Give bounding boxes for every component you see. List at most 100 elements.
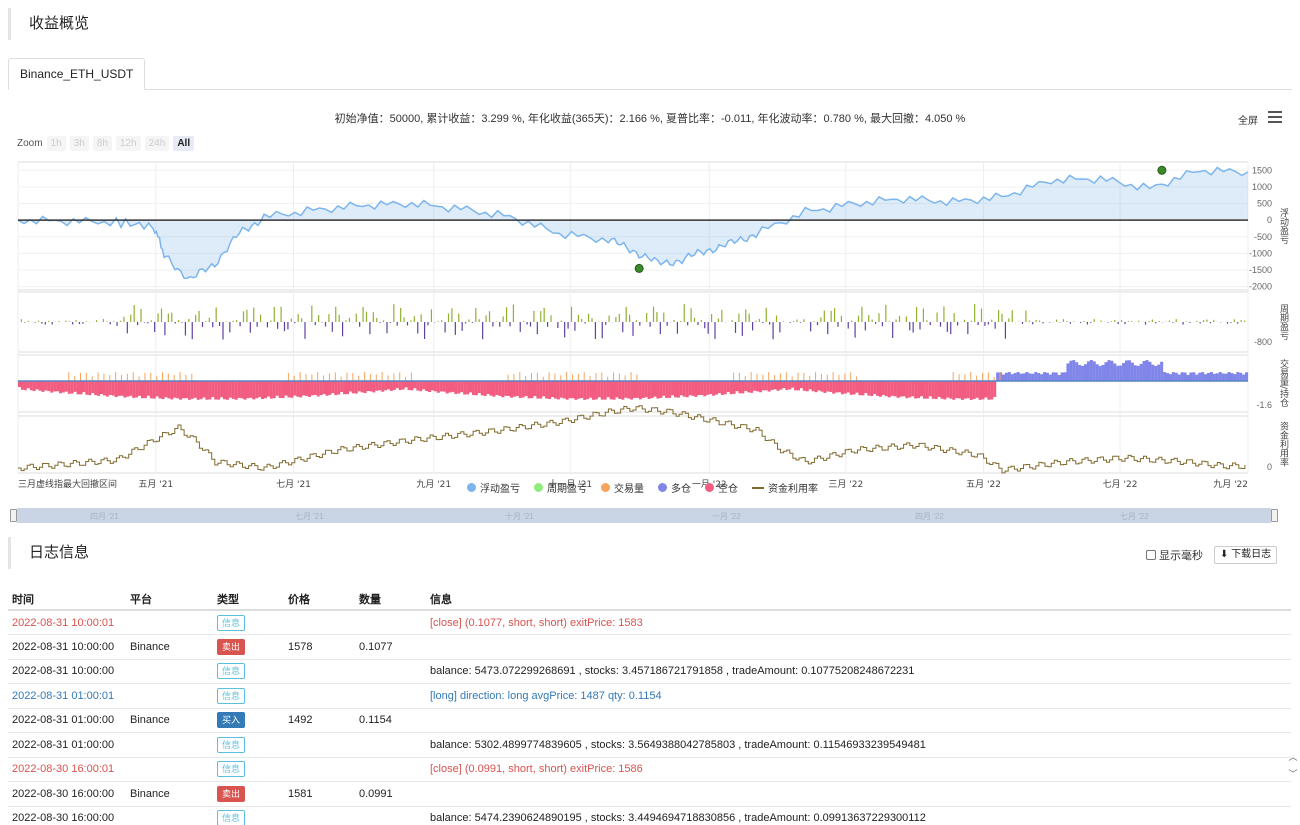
short-position-bar: [457, 381, 461, 394]
short-position-bar: [641, 381, 645, 399]
zoom-24h-button[interactable]: 24h: [144, 135, 170, 151]
short-position-bar: [73, 381, 77, 392]
short-position-bar: [389, 381, 393, 391]
short-position-bar: [240, 381, 244, 399]
short-position-bar: [738, 381, 742, 394]
navigator-right-handle[interactable]: [1271, 509, 1278, 522]
short-position-bar: [94, 381, 98, 396]
short-position-bar: [79, 381, 83, 395]
long-position-bar: [1060, 372, 1064, 381]
legend-item-util[interactable]: 资金利用率: [752, 480, 818, 495]
type-badge: 信息: [217, 663, 246, 680]
log-time: 2022-08-30 16:00:00: [8, 781, 126, 807]
log-price: [284, 732, 355, 758]
type-badge: 信息: [217, 687, 246, 704]
short-position-bar: [149, 381, 153, 399]
short-position-bar: [395, 381, 399, 389]
log-type: 信息: [213, 806, 284, 825]
short-position-bar: [679, 381, 683, 396]
download-log-button[interactable]: ⬇ 下载日志: [1214, 546, 1278, 564]
zoom-12h-button[interactable]: 12h: [115, 135, 141, 151]
short-position-bar: [451, 381, 455, 392]
long-position-bar: [1051, 372, 1055, 381]
navigator-label: 七月 '22: [1120, 512, 1149, 521]
short-position-bar: [785, 381, 789, 390]
tab-binance-eth-usdt[interactable]: Binance_ETH_USDT: [8, 58, 146, 90]
log-row: 2022-08-30 16:00:00 Binance 卖出 1581 0.0991: [8, 781, 1291, 807]
long-position-bar: [1037, 373, 1041, 381]
short-position-bar: [551, 381, 554, 398]
log-info: [close] (0.1077, short, short) exitPrice…: [426, 610, 1291, 635]
log-section-title: 日志信息: [8, 537, 89, 569]
short-position-bar: [770, 381, 774, 391]
short-position-bar: [987, 381, 991, 400]
short-position-bar: [360, 381, 364, 393]
short-position-bar: [237, 381, 241, 398]
long-position-bar: [1133, 365, 1137, 381]
short-position-bar: [378, 381, 382, 391]
zoom-all-button[interactable]: All: [173, 135, 195, 151]
navigator-track[interactable]: [17, 508, 1271, 523]
short-position-bar: [114, 381, 118, 398]
short-position-bar: [369, 381, 373, 392]
legend-item-short[interactable]: 空仓: [705, 480, 738, 495]
short-position-bar: [97, 381, 101, 396]
short-position-bar: [436, 381, 440, 393]
short-position-bar: [788, 381, 792, 390]
scroll-down-icon[interactable]: ﹀: [1288, 769, 1298, 779]
long-position-bar: [1151, 364, 1155, 381]
log-row: 2022-08-31 10:00:00 Binance 卖出 1578 0.1077: [8, 634, 1291, 660]
navigator-left-handle[interactable]: [10, 509, 17, 522]
short-position-bar: [586, 381, 590, 400]
zoom-1h-button[interactable]: 1h: [46, 135, 66, 151]
range-navigator[interactable]: 四月 '21 七月 '21 十月 '21 一月 '22 四月 '22 七月 '2…: [10, 508, 1278, 523]
long-position-bar: [1101, 364, 1105, 381]
long-position-bar: [1145, 360, 1149, 381]
short-position-bar: [688, 381, 692, 396]
long-position-bar: [1119, 365, 1123, 381]
short-position-bar: [492, 381, 496, 397]
x-tick-label: 九月 '21: [416, 479, 451, 490]
short-position-bar: [296, 381, 300, 397]
y-tick-label: -1000: [1249, 248, 1272, 258]
short-position-bar: [515, 381, 519, 397]
short-position-bar: [32, 381, 36, 392]
short-position-bar: [346, 381, 349, 395]
short-position-bar: [234, 381, 238, 400]
short-position-bar: [858, 381, 862, 396]
short-position-bar: [650, 381, 654, 399]
short-position-bar: [548, 381, 552, 400]
hamburger-menu-icon[interactable]: [1268, 111, 1282, 123]
short-position-bar: [899, 381, 903, 397]
short-position-bar: [735, 381, 739, 392]
long-position-bar: [1157, 364, 1161, 381]
type-badge: 信息: [217, 614, 246, 631]
legend-item-float[interactable]: 浮动盈亏: [467, 480, 520, 495]
short-position-bar: [61, 381, 65, 393]
zoom-3h-button[interactable]: 3h: [69, 135, 89, 151]
log-qty: [355, 732, 426, 758]
show-ms-checkbox[interactable]: 显示毫秒: [1146, 547, 1203, 563]
log-qty: [355, 610, 426, 635]
log-platform: [126, 757, 213, 782]
short-position-bar: [428, 381, 431, 393]
log-row: 2022-08-30 16:00:00 信息 balance: 5474.23906…: [8, 806, 1291, 825]
log-row: 2022-08-31 01:00:01 信息 [long] direction: l…: [8, 683, 1291, 709]
short-position-bar: [91, 381, 95, 394]
long-position-bar: [1104, 362, 1108, 381]
fullscreen-button[interactable]: 全屏: [1238, 116, 1258, 127]
zoom-8h-button[interactable]: 8h: [92, 135, 112, 151]
short-position-bar: [867, 381, 871, 396]
short-position-bar: [993, 381, 997, 397]
performance-chart[interactable]: 1500 1000 500 0 -500 -1000 -1500 -2000 -800 -1.6 0…: [0, 150, 1300, 490]
short-position-bar: [105, 381, 109, 397]
scroll-up-icon[interactable]: ︿: [1288, 752, 1298, 762]
log-type: 信息: [213, 610, 284, 635]
checkbox-box[interactable]: [1146, 550, 1156, 560]
legend-item-period[interactable]: 周期盈亏: [534, 480, 587, 495]
legend-item-volume[interactable]: 交易量: [601, 480, 644, 495]
short-position-bar: [483, 381, 487, 396]
type-badge: 信息: [217, 761, 246, 778]
long-position-bar: [1136, 365, 1140, 381]
legend-item-long[interactable]: 多仓: [658, 480, 691, 495]
